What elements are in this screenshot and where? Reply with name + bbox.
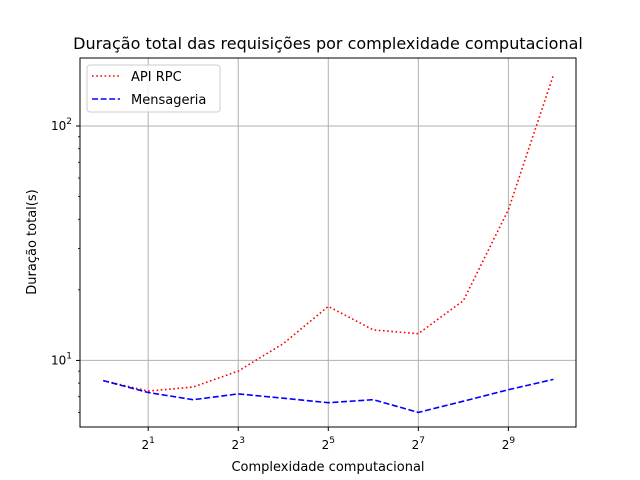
x-tick-label-exp: 1 (149, 436, 155, 446)
x-tick-label-base: 2 (232, 438, 240, 452)
series-line-api-rpc (103, 74, 555, 392)
series-lines (102, 74, 555, 414)
legend-label: Mensageria (131, 93, 206, 108)
x-tick-label-exp: 5 (329, 436, 335, 446)
y-tick-label: 102 (51, 117, 72, 133)
x-tick-label: 23 (232, 436, 245, 452)
x-tick-label-base: 2 (142, 438, 150, 452)
x-tick-label-exp: 3 (239, 436, 245, 446)
y-tick-label-exp: 2 (66, 117, 72, 127)
x-tick-label-base: 2 (322, 438, 330, 452)
x-tick-label-exp: 7 (419, 436, 425, 446)
x-tick-label: 27 (412, 436, 425, 452)
x-tick-label: 25 (322, 436, 335, 452)
y-tick-label-base: 10 (51, 119, 66, 133)
x-tick-label-base: 2 (412, 438, 420, 452)
grid (80, 58, 576, 427)
x-tick-label: 21 (142, 436, 155, 452)
x-tick-label-exp: 9 (509, 436, 515, 446)
y-tick-label: 101 (51, 351, 72, 367)
chart-title: Duração total das requisições por comple… (73, 34, 583, 53)
x-axis-label: Complexidade computacional (231, 460, 424, 475)
x-tick-label-base: 2 (502, 438, 510, 452)
y-tick-label-exp: 1 (66, 351, 72, 361)
legend-label: API RPC (131, 70, 182, 85)
legend: API RPC Mensageria (86, 64, 221, 113)
legend-box (86, 64, 221, 113)
y-tick-label-base: 10 (51, 353, 66, 367)
x-tick-label: 29 (502, 436, 516, 452)
y-axis-label: Duração total(s) (25, 189, 40, 294)
series-line-mensageria (102, 378, 554, 414)
